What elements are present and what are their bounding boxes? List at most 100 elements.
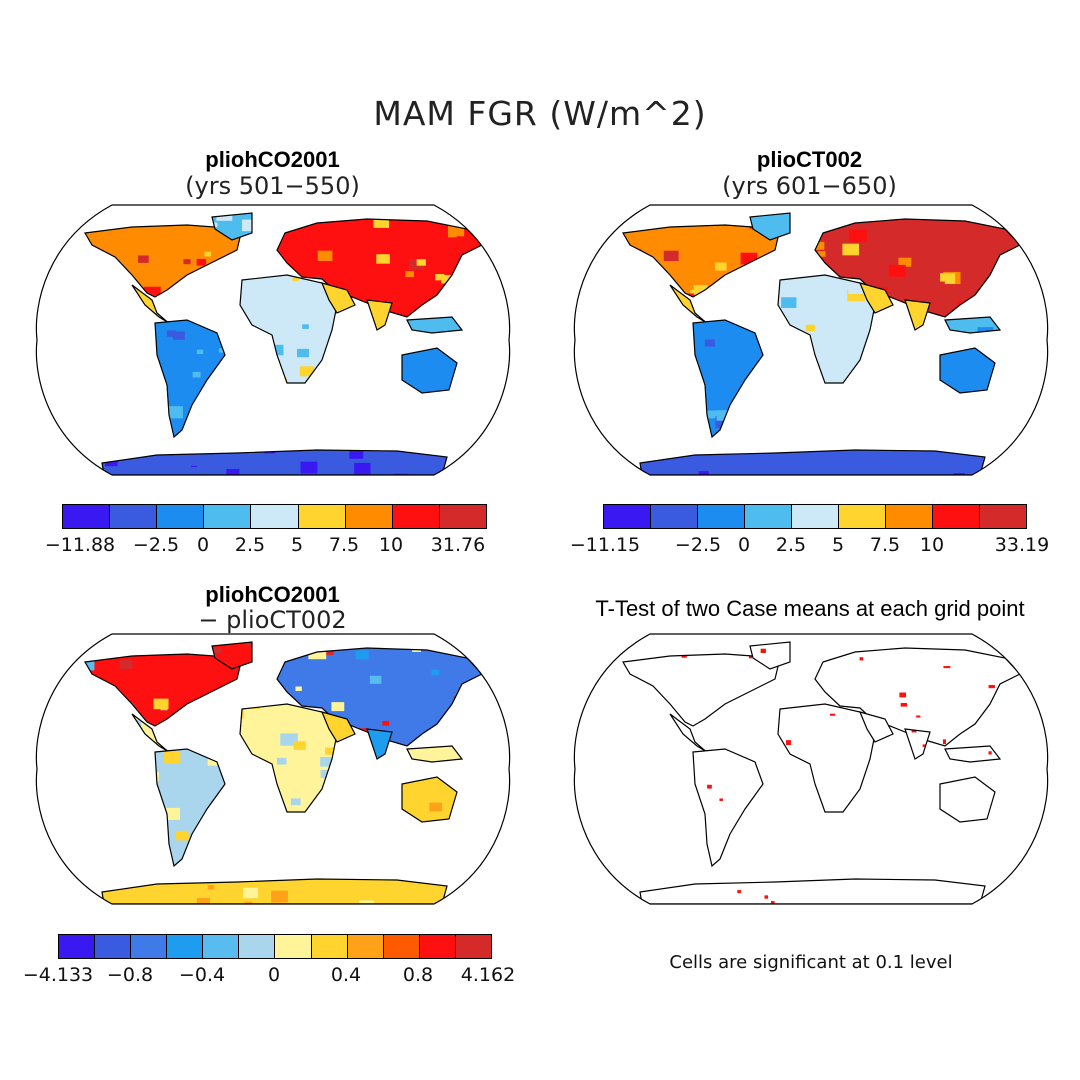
panel3-tick: 4.162 xyxy=(460,964,516,986)
grid-cell xyxy=(135,774,152,786)
significant-cell xyxy=(1042,826,1048,829)
grid-cell xyxy=(1038,440,1048,447)
grid-cell xyxy=(52,694,61,700)
grid-cell xyxy=(129,303,142,312)
grid-cell xyxy=(304,639,320,650)
grid-cell xyxy=(895,344,902,349)
grid-cell xyxy=(638,421,651,430)
grid-cell xyxy=(642,281,653,288)
grid-cell xyxy=(329,717,346,729)
grid-cell xyxy=(350,427,365,437)
grid-cell xyxy=(84,273,96,281)
grid-cell xyxy=(913,440,929,451)
grid-cell xyxy=(238,326,256,338)
grid-cell xyxy=(263,263,273,270)
grid-cell xyxy=(95,292,106,299)
grid-cell xyxy=(875,354,884,360)
grid-cell xyxy=(244,901,253,904)
grid-cell xyxy=(165,406,183,419)
grid-cell xyxy=(61,759,75,769)
grid-cell xyxy=(74,726,85,734)
grid-cell xyxy=(385,425,402,437)
grid-cell xyxy=(376,328,390,330)
grid-cell xyxy=(488,349,501,358)
grid-cell xyxy=(243,261,253,268)
greenland-coastline xyxy=(749,212,791,241)
grid-cell xyxy=(263,217,273,224)
grid-cell xyxy=(129,797,144,808)
grid-cell xyxy=(100,321,115,331)
grid-cell xyxy=(423,843,439,854)
grid-cell xyxy=(221,831,232,839)
grid-cell xyxy=(657,287,670,296)
significant-cell xyxy=(992,821,996,824)
grid-cell xyxy=(387,205,402,215)
grid-cell xyxy=(83,827,92,833)
grid-cell xyxy=(105,860,123,873)
grid-cell xyxy=(154,869,171,881)
grid-cell xyxy=(467,774,476,780)
grid-cell xyxy=(888,264,906,277)
grid-cell xyxy=(471,697,486,707)
panel3-tick: 0.4 xyxy=(330,964,362,986)
grid-cell xyxy=(598,409,606,414)
grid-cell xyxy=(497,412,509,420)
grid-cell xyxy=(361,267,373,275)
grid-cell xyxy=(849,386,864,397)
grid-cell xyxy=(783,247,798,258)
grid-cell xyxy=(433,422,448,433)
grid-cell xyxy=(1014,343,1024,350)
grid-cell xyxy=(748,319,755,324)
grid-cell xyxy=(193,287,205,295)
grid-cell xyxy=(748,314,761,323)
grid-cell xyxy=(68,282,80,290)
grid-cell xyxy=(682,323,693,331)
grid-cell xyxy=(46,285,52,289)
grid-cell xyxy=(83,897,98,907)
significant-cell xyxy=(698,841,704,843)
grid-cell xyxy=(625,453,634,459)
grid-cell xyxy=(478,844,485,849)
grid-cell xyxy=(68,396,82,406)
grid-cell xyxy=(318,208,331,217)
grid-cell xyxy=(322,808,329,812)
grid-cell xyxy=(451,777,457,778)
grid-cell xyxy=(342,754,349,759)
grid-cell xyxy=(166,638,178,646)
grid-cell xyxy=(50,701,57,706)
grid-cell xyxy=(816,264,823,269)
grid-cell xyxy=(600,416,615,427)
grid-cell xyxy=(680,405,696,417)
grid-cell xyxy=(347,366,358,374)
grid-cell xyxy=(486,304,492,308)
grid-cell xyxy=(364,444,373,450)
grid-cell xyxy=(457,467,471,477)
grid-cell xyxy=(483,438,490,443)
grid-cell xyxy=(333,807,348,817)
grid-cell xyxy=(382,720,390,726)
grid-cell xyxy=(680,394,693,403)
grid-cell xyxy=(1014,286,1028,296)
grid-cell xyxy=(794,347,810,358)
grid-cell xyxy=(475,377,486,385)
grid-cell xyxy=(365,870,372,875)
grid-cell xyxy=(294,645,307,654)
australia-fill xyxy=(940,348,995,393)
grid-cell xyxy=(317,351,325,358)
grid-cell xyxy=(220,719,232,728)
grid-cell xyxy=(617,275,624,280)
grid-cell xyxy=(634,439,643,445)
grid-cell xyxy=(107,737,120,746)
grid-cell xyxy=(585,370,599,380)
grid-cell xyxy=(997,414,1009,423)
grid-cell xyxy=(709,210,724,220)
grid-cell xyxy=(798,376,807,382)
grid-cell xyxy=(653,322,665,331)
grid-cell xyxy=(160,637,169,643)
grid-cell xyxy=(263,683,275,692)
grid-cell xyxy=(101,837,116,847)
grid-cell xyxy=(749,412,767,424)
grid-cell xyxy=(97,394,111,404)
grid-cell xyxy=(377,388,389,396)
grid-cell xyxy=(842,243,860,256)
